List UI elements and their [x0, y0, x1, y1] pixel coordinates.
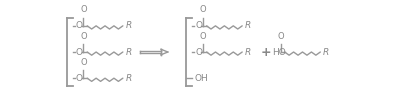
Text: +: + — [260, 46, 271, 59]
Text: O: O — [76, 74, 83, 83]
Text: O: O — [195, 47, 202, 57]
Text: R: R — [245, 47, 251, 57]
Text: OH: OH — [194, 74, 208, 83]
Text: O: O — [195, 21, 202, 30]
Text: R: R — [125, 47, 132, 57]
Text: O: O — [278, 32, 284, 41]
Text: HO: HO — [272, 47, 285, 57]
Text: R: R — [125, 21, 132, 30]
Text: O: O — [200, 5, 206, 15]
Text: R: R — [245, 21, 251, 30]
Text: R: R — [125, 74, 132, 83]
Text: O: O — [80, 58, 87, 67]
Text: O: O — [200, 32, 206, 41]
Text: O: O — [80, 32, 87, 41]
Text: R: R — [323, 47, 329, 57]
Text: O: O — [76, 21, 83, 30]
Text: O: O — [80, 5, 87, 15]
Text: O: O — [76, 47, 83, 57]
